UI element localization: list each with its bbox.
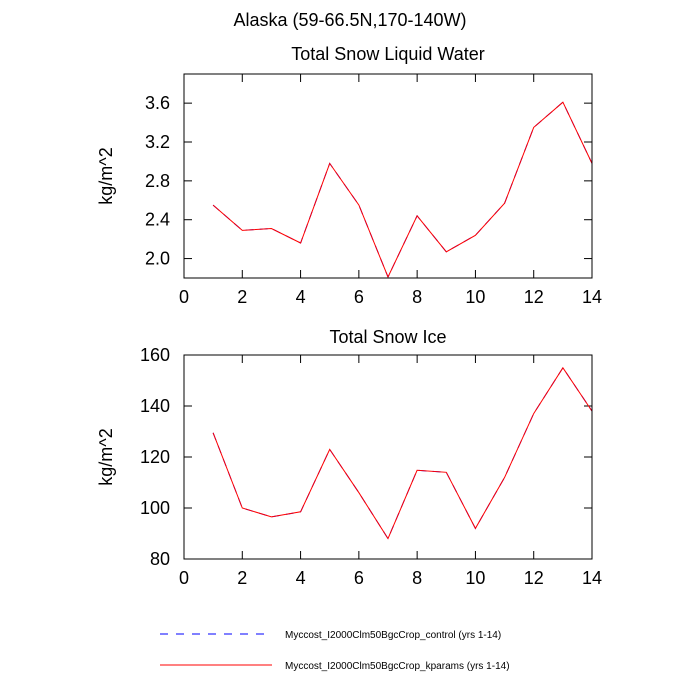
series-line-kparams [212, 101, 593, 279]
x-tick-label: 8 [412, 568, 422, 588]
series-line-kparams [212, 366, 593, 540]
legend-label-control: Myccost_I2000Clm50BgcCrop_control (yrs 1… [285, 630, 501, 641]
x-tick-label: 8 [412, 287, 422, 307]
figure-title: Alaska (59-66.5N,170-140W) [233, 10, 467, 30]
x-tick-label: 0 [179, 568, 189, 588]
panel-snow-ice: Total Snow Ice kg/m^2 0 2 4 6 8 10 12 14 80 100 120 1… [96, 327, 602, 588]
x-tick-label: 4 [296, 287, 306, 307]
y-axis-label: kg/m^2 [96, 147, 116, 204]
y-tick-label: 2.8 [145, 171, 170, 191]
x-tick-label: 10 [465, 568, 485, 588]
series-line-control [212, 101, 593, 279]
y-tick-label: 2.4 [145, 210, 170, 230]
y-tick-label: 3.6 [145, 93, 170, 113]
x-tick-label: 12 [524, 568, 544, 588]
y-tick-label: 100 [140, 498, 170, 518]
y-tick-label: 140 [140, 396, 170, 416]
legend: Myccost_I2000Clm50BgcCrop_control (yrs 1… [160, 630, 510, 672]
x-tick-label: 2 [237, 568, 247, 588]
plot-frame [183, 354, 593, 560]
panel-title: Total Snow Liquid Water [291, 44, 484, 64]
legend-label-kparams: Myccost_I2000Clm50BgcCrop_kparams (yrs 1… [285, 661, 510, 672]
y-tick-label: 160 [140, 345, 170, 365]
y-axis-label: kg/m^2 [96, 428, 116, 485]
x-tick-label: 14 [582, 287, 602, 307]
plot-frame [183, 73, 593, 279]
x-tick-label: 12 [524, 287, 544, 307]
x-tick-label: 14 [582, 568, 602, 588]
panel-snow-liquid-water: Total Snow Liquid Water kg/m^2 0 2 4 6 8 10 12 14… [96, 44, 602, 307]
panel-title: Total Snow Ice [329, 327, 446, 347]
x-tick-label: 0 [179, 287, 189, 307]
x-tick-label: 10 [465, 287, 485, 307]
x-tick-label: 2 [237, 287, 247, 307]
x-tick-label: 6 [354, 568, 364, 588]
series-line-control [212, 366, 593, 540]
y-tick-label: 120 [140, 447, 170, 467]
x-tick-label: 6 [354, 287, 364, 307]
y-tick-label: 3.2 [145, 132, 170, 152]
y-tick-label: 80 [150, 549, 170, 569]
x-tick-label: 4 [296, 568, 306, 588]
y-tick-label: 2.0 [145, 249, 170, 269]
